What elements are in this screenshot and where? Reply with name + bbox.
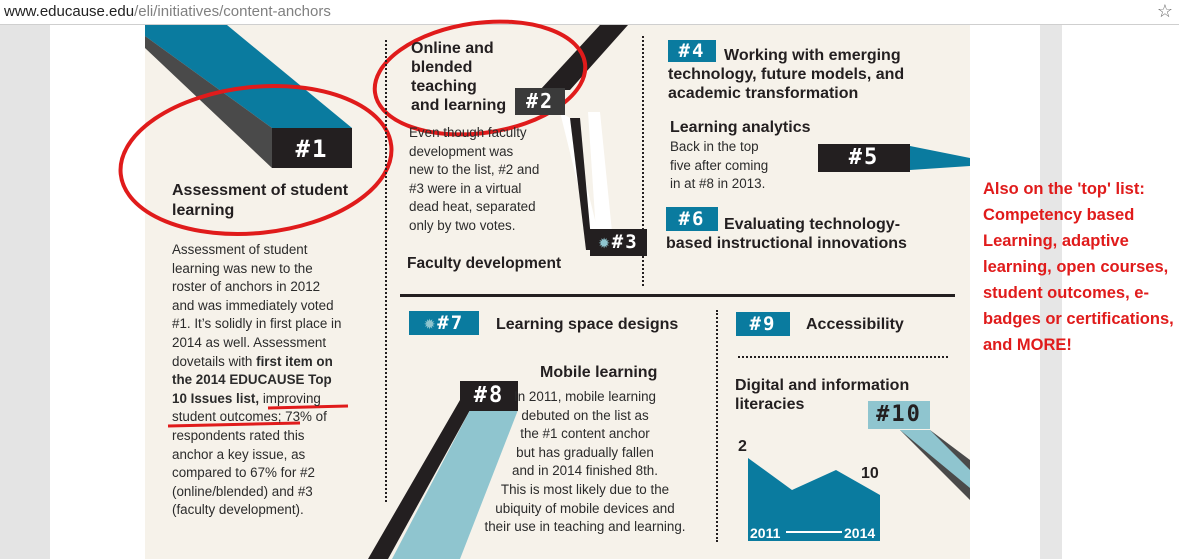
improving-link[interactable]: improving xyxy=(262,390,321,406)
red-circle-1 xyxy=(118,84,394,236)
url-text[interactable]: www.educause.edu/eli/initiatives/content… xyxy=(4,3,331,20)
red-circle-2 xyxy=(372,19,588,137)
underline-1 xyxy=(267,404,349,410)
student-outcomes-link[interactable]: student outcomes; xyxy=(172,409,282,425)
badge-8: #8 xyxy=(460,381,518,411)
badge-4: #4 xyxy=(668,40,716,62)
anchor-4-title: Working with emerging technology, future… xyxy=(668,47,905,102)
anchor-8-body: In 2011, mobile learning debuted on the … xyxy=(484,389,686,535)
beam-5 xyxy=(910,146,970,170)
left-margin xyxy=(0,25,50,559)
badge-10: #10 xyxy=(868,401,930,429)
star-icon[interactable]: ☆ xyxy=(1156,1,1173,21)
chart-x-label-end: 2014 xyxy=(844,525,876,541)
anchor-5-body: Back in the top five after coming in at … xyxy=(670,139,769,192)
chart-end-label: 10 xyxy=(861,465,879,482)
area-series xyxy=(748,458,880,541)
gear-icon: ✹ xyxy=(598,231,612,253)
anchor-5-title: Learning analytics xyxy=(670,119,811,136)
badge-6: #6 xyxy=(666,207,718,231)
chart-x-label-start: 2011 xyxy=(750,525,781,541)
underline-2 xyxy=(167,421,301,428)
beam-10-light xyxy=(900,430,970,488)
beam-1-top xyxy=(145,25,352,128)
badge-7: ✹#7 xyxy=(409,311,479,335)
beam-10-dark xyxy=(900,430,970,500)
beam-8-dark xyxy=(368,400,470,559)
chart-start-label: 2 xyxy=(738,438,747,455)
anchor-9-title: Accessibility xyxy=(806,316,904,333)
divider-dotted-9 xyxy=(738,356,948,358)
anchor-1-title-line1: Assessment of student xyxy=(172,182,349,199)
badge-1: #1 xyxy=(272,130,352,168)
anchor-7-title: Learning space designs xyxy=(496,316,679,333)
divider-vertical-3 xyxy=(716,310,718,542)
gear-icon: ✹ xyxy=(423,312,438,334)
annotation-note: Also on the 'top' list: Competency based… xyxy=(983,180,1174,354)
anchor-6-title: Evaluating technology- based instruction… xyxy=(666,216,907,252)
badge-9: #9 xyxy=(736,312,790,336)
beam-1-side xyxy=(145,36,272,168)
beam-8-light xyxy=(392,410,518,559)
beam-3 xyxy=(588,112,612,232)
anchor-2-body: Even though faculty development was new … xyxy=(409,125,540,233)
divider-horizontal xyxy=(400,294,955,297)
right-gutter xyxy=(1062,25,1179,559)
badge-5: #5 xyxy=(818,144,910,172)
anchor-1-title-line2: learning xyxy=(172,202,235,219)
left-page-edge xyxy=(50,25,92,559)
anchor-1-body: Assessment of student learning was new t… xyxy=(172,242,342,518)
anchor-10-title: Digital and information literacies xyxy=(735,377,910,413)
badge-3: ✹#3 xyxy=(590,229,647,256)
address-bar[interactable]: www.educause.edu/eli/initiatives/content… xyxy=(0,0,1179,25)
anchor-8-title: Mobile learning xyxy=(540,364,658,381)
anchor-2-title: Online and blended teaching and learning xyxy=(411,40,507,114)
right-margin xyxy=(1040,25,1062,559)
beam-3-shadow xyxy=(570,118,592,250)
anchor-3-title: Faculty development xyxy=(407,255,562,272)
divider-vertical-1 xyxy=(385,40,387,502)
divider-vertical-2 xyxy=(642,36,644,286)
badge-2: #2 xyxy=(515,88,565,115)
area-chart xyxy=(748,458,880,541)
